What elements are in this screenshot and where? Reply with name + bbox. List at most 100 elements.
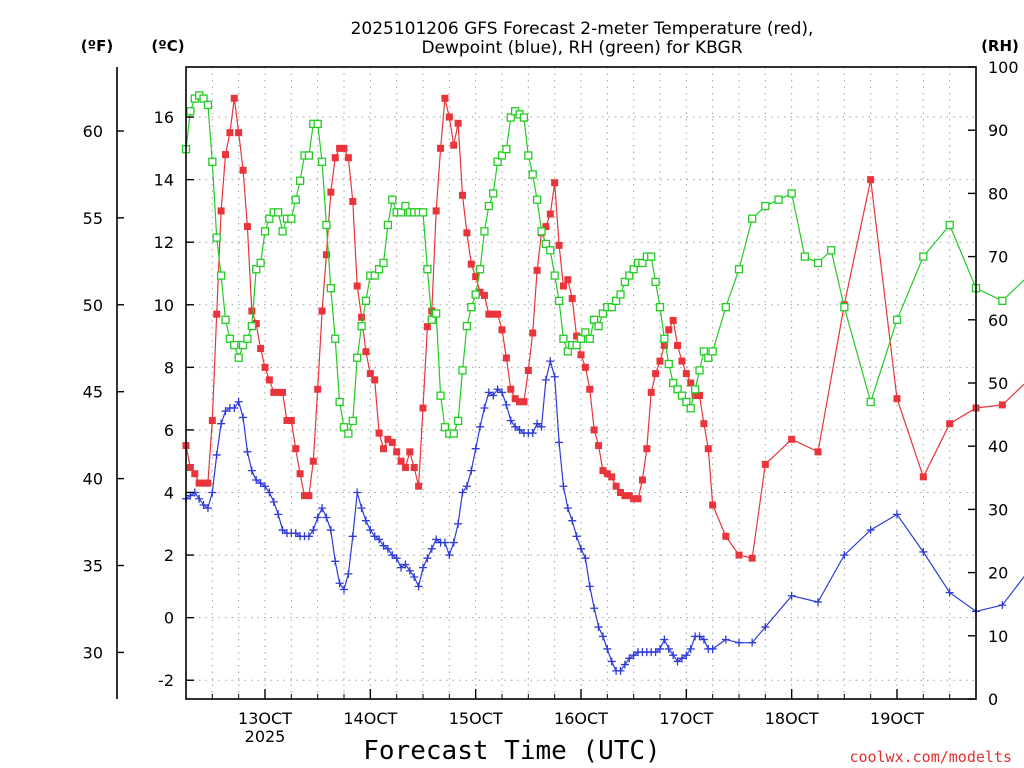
data-point [480, 227, 489, 236]
data-point [317, 157, 327, 166]
x-tick-label: 16OCT [554, 709, 608, 728]
data-point [515, 425, 524, 434]
data-point [827, 246, 836, 255]
data-point [506, 416, 515, 425]
data-point [484, 201, 493, 211]
series-dewpoint [182, 357, 1024, 675]
data-point [788, 435, 796, 443]
data-point [774, 195, 783, 204]
series-rh [181, 91, 1024, 438]
data-point [598, 632, 607, 641]
data-point [322, 513, 331, 522]
data-point [568, 295, 576, 303]
data-point [585, 334, 594, 343]
data-point [695, 366, 704, 375]
data-point [453, 416, 463, 426]
series-line [185, 98, 1024, 559]
data-point [344, 154, 352, 162]
data-point [734, 265, 744, 274]
rh-tick-label: 20 [988, 564, 1008, 583]
data-point [572, 340, 581, 350]
data-point [656, 357, 664, 365]
data-point [814, 598, 822, 607]
data-point [270, 388, 278, 396]
data-point [484, 388, 493, 397]
rh-tick-label: 60 [988, 311, 1008, 330]
data-point [252, 475, 261, 484]
data-point [221, 407, 230, 416]
data-point [449, 538, 458, 547]
data-point [502, 145, 511, 154]
data-point [735, 638, 743, 647]
data-point [195, 479, 203, 487]
data-point [265, 488, 274, 497]
data-point [265, 376, 273, 384]
data-point [669, 316, 677, 324]
data-point [748, 214, 757, 223]
data-point [674, 341, 682, 349]
data-point [283, 417, 291, 425]
data-point [235, 129, 243, 137]
data-point [573, 332, 581, 340]
data-point [440, 538, 449, 547]
data-point [608, 473, 616, 481]
rh-tick-label: 50 [988, 374, 1008, 393]
data-point [467, 466, 476, 475]
fahrenheit-tick-label: 55 [83, 209, 103, 228]
x-tick-label: 18OCT [765, 709, 819, 728]
data-point [248, 307, 256, 315]
data-point [204, 479, 212, 487]
data-point [533, 419, 542, 428]
data-point [186, 107, 195, 116]
data-point [432, 535, 441, 544]
data-point [239, 166, 247, 174]
data-point [673, 385, 682, 394]
axis-labels: -2 0 2 4 6 8 10 12 14 16 30 35 40 45 50 55 60 0 10 20 30 40 50… [83, 58, 1019, 728]
data-point [528, 429, 537, 438]
data-point [586, 385, 594, 393]
data-point [577, 351, 585, 359]
data-point [203, 100, 213, 110]
data-point [344, 429, 353, 438]
data-point [682, 397, 691, 407]
data-point [427, 315, 436, 324]
data-point [669, 378, 678, 388]
data-point [418, 208, 428, 217]
rh-tick-label: 70 [988, 248, 1008, 267]
data-point [475, 265, 485, 274]
rh-tick-label: 10 [988, 627, 1008, 646]
data-point [217, 419, 226, 428]
data-point [405, 566, 414, 575]
data-point [625, 654, 634, 663]
rh-unit-label: (RH) [981, 37, 1019, 55]
data-point [643, 445, 651, 453]
data-point [358, 313, 366, 321]
data-point [502, 400, 511, 409]
data-point [269, 497, 278, 506]
data-point [467, 260, 475, 268]
data-point [814, 448, 822, 456]
data-point [410, 463, 418, 471]
data-point [322, 251, 330, 259]
data-point [393, 448, 401, 456]
data-point [696, 392, 703, 400]
data-point [708, 644, 717, 653]
data-point [590, 315, 599, 324]
data-point [489, 391, 498, 400]
data-point [309, 457, 317, 465]
data-point [361, 516, 370, 525]
data-point [458, 488, 467, 497]
data-point [208, 488, 217, 497]
data-point [247, 321, 256, 331]
data-point [669, 651, 678, 660]
data-point [581, 554, 590, 563]
data-point [603, 644, 612, 653]
data-point [419, 404, 427, 412]
data-point [489, 189, 498, 198]
data-point [423, 265, 432, 274]
data-point [243, 447, 252, 456]
data-point [379, 258, 388, 268]
data-point [638, 476, 646, 484]
fahrenheit-unit-label: (ºF) [81, 37, 113, 55]
data-point [524, 366, 532, 374]
